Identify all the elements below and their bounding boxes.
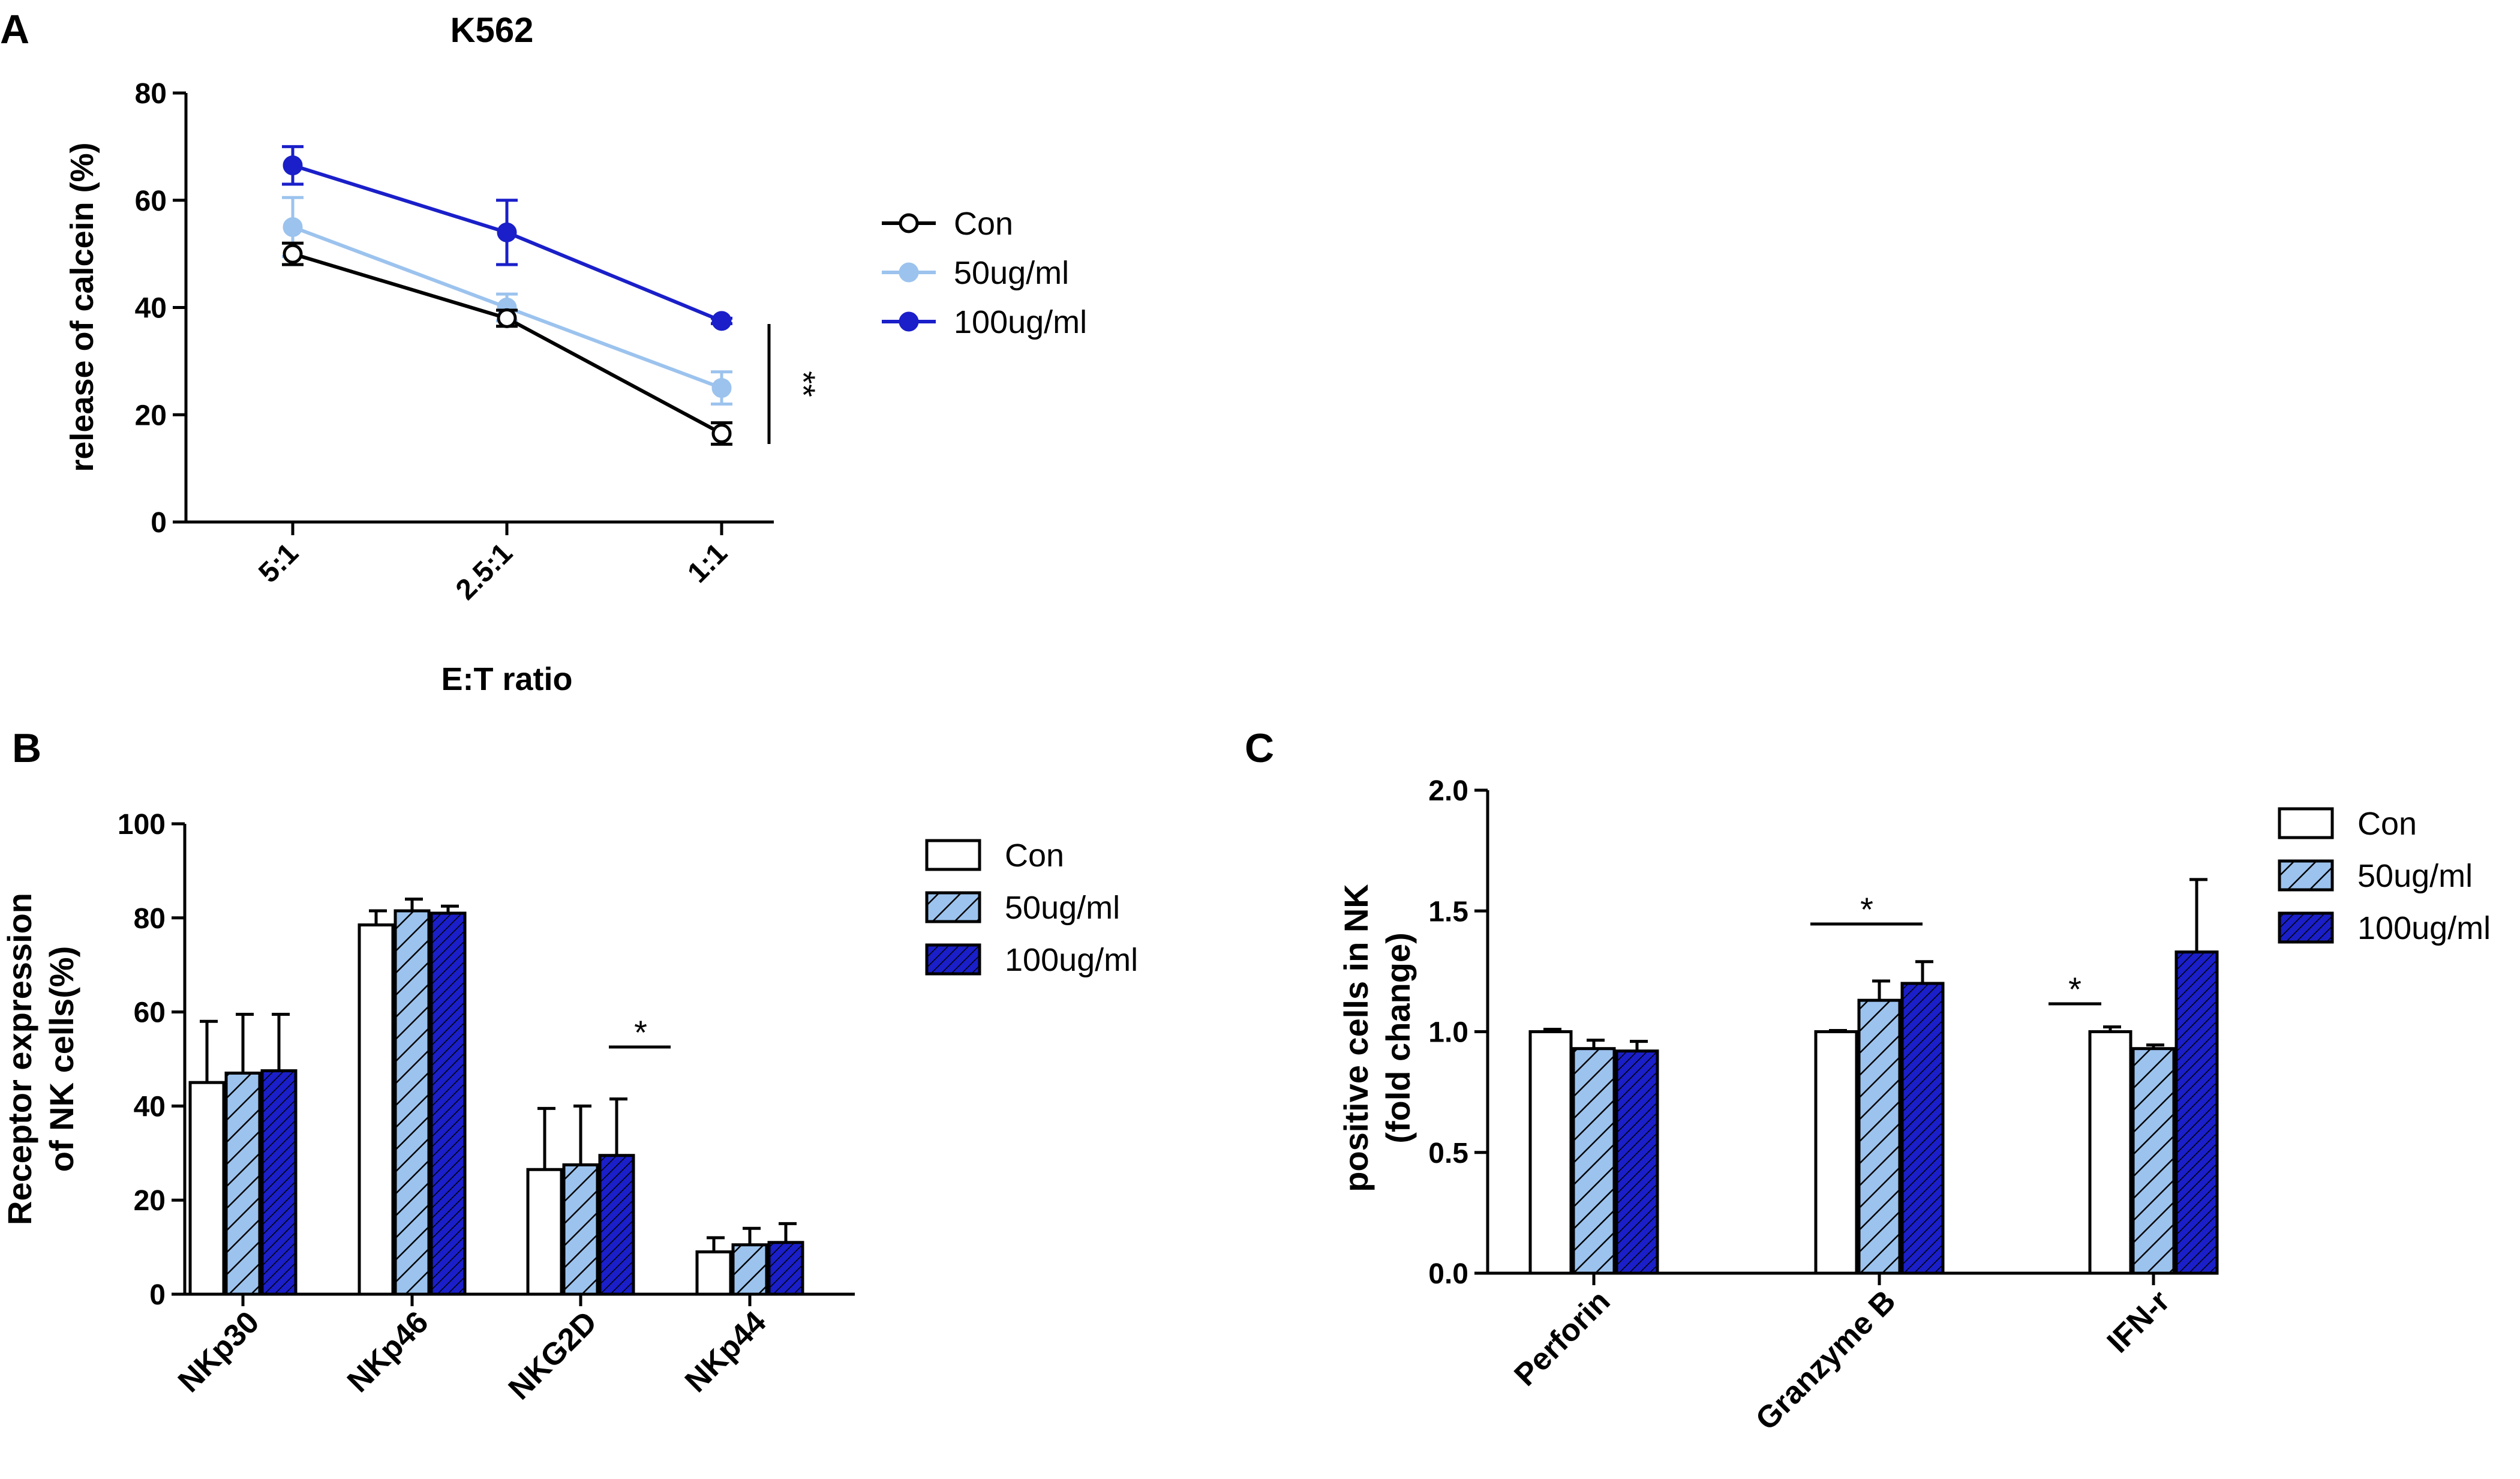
panel-c-y-tick-label: 1.5 <box>1428 896 1468 928</box>
panel-a-point <box>283 244 303 264</box>
panel-a-legend-label: Con <box>954 206 1013 242</box>
panel-a-legend-marker <box>899 311 919 332</box>
panel-c-x-tick-label: Perforin <box>1507 1283 1617 1393</box>
panel-a-x-tick-label: 2.5:1 <box>450 537 519 606</box>
panel-b-legend-label: 50ug/ml <box>1005 890 1120 926</box>
panel-c: 0.0 0.5 1.0 1.5 2.0 Perforin Granzyme B IFN-r po… <box>1337 775 2491 1437</box>
panel-c-y-tick-label: 0.0 <box>1428 1258 1468 1290</box>
panel-b-significance-label: * <box>634 1013 647 1051</box>
panel-c-legend-swatch <box>2278 911 2334 944</box>
panel-b-y-tick-label: 100 <box>118 809 166 841</box>
panel-c-legend-label: 100ug/ml <box>2357 910 2491 946</box>
panel-a-point <box>711 311 732 331</box>
panel-c-bar <box>1900 982 1945 1275</box>
panel-b-legend-swatch <box>925 839 981 871</box>
panel-b-y-label: Receptor expression <box>1 893 38 1225</box>
panel-label-b: B <box>12 725 41 771</box>
panel-b-bar <box>526 1168 563 1296</box>
panel-a-y-tick-label: 20 <box>135 400 167 431</box>
panel-label-a: A <box>0 7 29 52</box>
panel-c-x-tick-label: Granzyme B <box>1749 1283 1903 1437</box>
panel-c-y-tick-label: 1.0 <box>1428 1017 1468 1049</box>
panel-a-legend-marker <box>899 262 919 283</box>
panel-a-legend-marker <box>899 213 919 233</box>
panel-b-bar <box>767 1241 804 1296</box>
panel-a-point <box>711 378 732 398</box>
panel-b-legend-swatch <box>925 891 981 923</box>
panel-a-y-tick-label: 60 <box>135 185 167 217</box>
panel-b-legend-label: Con <box>1005 838 1064 874</box>
panel-b: 0 20 40 60 80 100 NKp30 NKp46 NKG2D NKp44 Receptor… <box>1 809 1138 1406</box>
panel-a-legend-label: 100ug/ml <box>954 304 1087 340</box>
panel-a-point <box>497 308 517 328</box>
panel-c-bar <box>2174 950 2219 1275</box>
panel-a-y-tick-label: 40 <box>135 293 167 325</box>
panel-c-significance-label: * <box>1860 890 1873 928</box>
panel-c-x-tick-label: IFN-r <box>2101 1283 2177 1360</box>
panel-a-point <box>497 222 517 242</box>
panel-a-point <box>711 424 732 444</box>
panel-a-x-tick-label: 1:1 <box>681 537 734 589</box>
panel-a-point <box>283 217 303 237</box>
panel-a-y-tick-label: 0 <box>151 507 167 539</box>
panel-b-y-tick-label: 20 <box>134 1185 166 1217</box>
panel-c-bar <box>1814 1030 1858 1275</box>
panel-c-bar <box>1528 1030 1573 1275</box>
panel-b-bar <box>188 1081 226 1296</box>
panel-b-x-tick-label: NKp46 <box>341 1304 435 1399</box>
panel-a-point <box>283 155 303 176</box>
panel-c-y-tick-label: 2.0 <box>1428 775 1468 807</box>
panel-b-bar <box>562 1163 599 1296</box>
panel-b-bar <box>598 1154 635 1296</box>
panel-c-bar <box>2088 1030 2132 1275</box>
panel-a-significance-label: ** <box>785 371 822 397</box>
panel-b-y-label: of NK cells(%) <box>43 946 80 1172</box>
panel-b-bar <box>695 1250 732 1296</box>
panel-c-significance-label: * <box>2068 970 2082 1008</box>
panel-c-bar <box>1615 1049 1659 1275</box>
panel-label-c: C <box>1245 725 1274 771</box>
panel-a-y-tick-label: 80 <box>135 78 167 110</box>
panel-b-bar <box>731 1243 768 1296</box>
panel-b-x-tick-label: NKp30 <box>172 1304 266 1399</box>
panel-b-bar <box>429 911 467 1296</box>
panel-b-y-tick-label: 80 <box>134 903 166 935</box>
panel-b-bar <box>224 1072 262 1296</box>
panel-b-bar <box>394 909 431 1296</box>
panel-a-title: K562 <box>450 11 534 50</box>
panel-c-bar <box>2131 1047 2176 1275</box>
panel-c-legend-swatch <box>2278 807 2334 839</box>
panel-c-bar <box>1572 1047 1616 1275</box>
panel-b-y-tick-label: 60 <box>134 997 166 1029</box>
panel-b-legend-label: 100ug/ml <box>1005 942 1138 978</box>
panel-b-bar <box>260 1069 298 1296</box>
panel-b-legend-swatch <box>925 943 981 976</box>
panel-b-bar <box>358 923 395 1296</box>
panel-a: 0 20 40 60 80 5:1 2.5:1 1:1 K562 E:T ratio release… <box>64 11 1087 697</box>
panel-a-y-label: release of calcein (%) <box>64 142 100 472</box>
panel-a-x-label: E:T ratio <box>441 661 572 697</box>
panel-c-legend-label: 50ug/ml <box>2357 858 2473 894</box>
panel-b-x-tick-label: NKp44 <box>678 1304 773 1399</box>
panel-a-legend-label: 50ug/ml <box>954 255 1069 291</box>
panel-c-legend-swatch <box>2278 859 2334 892</box>
panel-a-x-tick-label: 5:1 <box>253 537 305 589</box>
panel-a-series-line <box>292 252 723 436</box>
panel-b-x-tick-label: NKG2D <box>502 1304 604 1406</box>
panel-b-y-tick-label: 0 <box>149 1279 166 1311</box>
panel-c-y-label: (fold change) <box>1379 932 1417 1144</box>
panel-c-y-label: positive cells in NK <box>1337 884 1375 1192</box>
panel-c-legend-label: Con <box>2357 806 2417 842</box>
panel-b-y-tick-label: 40 <box>134 1091 166 1123</box>
panel-c-y-tick-label: 0.5 <box>1428 1138 1468 1169</box>
panel-c-bar <box>1857 998 1902 1275</box>
